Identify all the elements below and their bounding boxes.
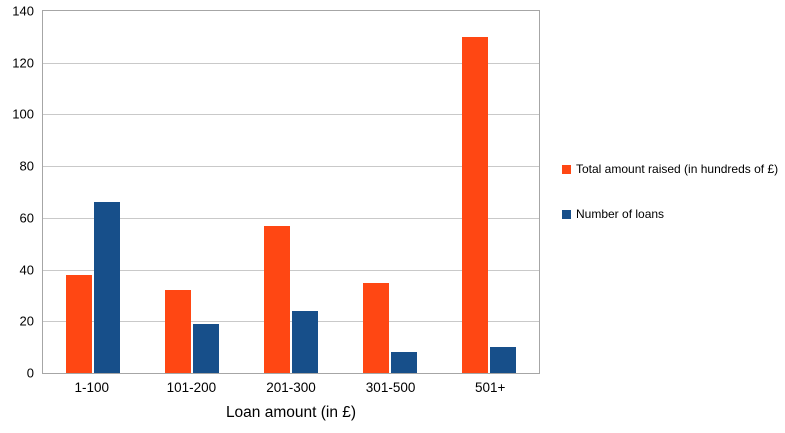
legend-label: Total amount raised (in hundreds of £): [576, 161, 779, 176]
total-amount-bar-201-300: [264, 225, 290, 373]
x-tick-label-301-500: 301-500: [365, 380, 416, 395]
legend-swatch-icon: [562, 164, 571, 174]
bar-group-101-200: [142, 11, 241, 373]
y-tick-label: 60: [19, 210, 34, 226]
plot-area: [42, 10, 540, 374]
y-tick-label: 80: [19, 158, 34, 174]
x-axis-title: Loan amount (in £): [225, 404, 357, 421]
gridline: [43, 114, 539, 116]
y-tick-label: 120: [12, 55, 34, 71]
y-tick-label: 100: [12, 106, 34, 122]
y-tick-label: 140: [12, 3, 34, 19]
x-tick-label-201-300: 201-300: [266, 380, 316, 395]
y-tick-label: 0: [26, 365, 34, 381]
y-tick-label: 40: [19, 262, 34, 278]
bar-groups: [43, 11, 539, 373]
number-of-loans-bar-201-300: [292, 310, 318, 373]
legend-item-number-of-loans: Number of loans: [562, 206, 782, 222]
gridline: [43, 166, 539, 168]
legend-item-total-amount: Total amount raised (in hundreds of £): [562, 161, 782, 177]
gridline: [43, 217, 539, 219]
x-tick-label-101-200: 101-200: [166, 380, 217, 395]
total-amount-bar-1-100: [65, 274, 92, 373]
gridline: [43, 321, 539, 323]
y-tick-label: 20: [19, 313, 34, 329]
legend-label: Number of loans: [576, 206, 665, 221]
gridline: [43, 62, 539, 64]
bar-group-201-300: [241, 11, 340, 373]
number-of-loans-bar-1-100: [93, 202, 120, 373]
x-axis-tick-labels: 1-100 101-200 201-300 301-500 501+: [42, 380, 540, 395]
x-tick-label-1-100: 1-100: [74, 380, 110, 395]
number-of-loans-bar-301-500: [391, 352, 418, 373]
bar-group-1-100: [43, 11, 142, 373]
number-of-loans-bar-101-200: [192, 323, 219, 373]
total-amount-bar-101-200: [164, 290, 191, 373]
number-of-loans-bar-501+: [490, 347, 517, 373]
x-tick-label-501+: 501+: [474, 380, 506, 395]
total-amount-bar-501+: [462, 36, 489, 373]
legend: Total amount raised (in hundreds of £) Nu…: [562, 10, 782, 374]
legend-swatch-icon: [562, 209, 571, 219]
total-amount-bar-301-500: [363, 282, 390, 373]
bar-group-301-500: [341, 11, 440, 373]
gridline: [43, 269, 539, 271]
bar-group-501+: [440, 11, 539, 373]
